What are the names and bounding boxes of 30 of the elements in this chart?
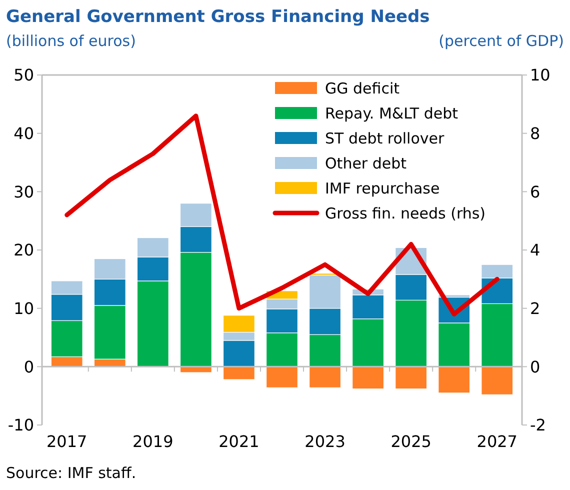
y-tick-label: 50 (14, 66, 34, 85)
y2-tick-label: 2 (530, 298, 540, 318)
y2-tick-label: 6 (530, 182, 540, 202)
legend-label: GG deficit (325, 79, 400, 98)
x-tick-label: 2027 (476, 432, 518, 451)
chart-title: General Government Gross Financing Needs (6, 7, 430, 27)
x-tick-label: 2023 (304, 432, 346, 451)
source-note: Source: IMF staff. (6, 464, 136, 482)
legend-label: ST debt rollover (325, 129, 446, 148)
y2-tick-label: 10 (530, 66, 550, 85)
y2-axis-title: (percent of GDP) (438, 32, 564, 50)
y2-tick-label: -2 (530, 416, 546, 435)
x-tick-label: 2021 (218, 432, 260, 451)
y-axis-title: (billions of euros) (6, 32, 136, 50)
x-tick-label: 2017 (46, 432, 88, 451)
y2-tick-label: 0 (530, 357, 540, 376)
legend-label: Gross fin. needs (rhs) (325, 204, 486, 222)
y-tick-label: 20 (14, 240, 34, 260)
y-tick-label: 10 (14, 298, 34, 318)
x-tick-label: 2025 (390, 432, 432, 451)
y-tick-label: 0 (24, 357, 34, 376)
y-tick-label: 40 (14, 124, 34, 143)
legend-label: Repay. M&LT debt (325, 104, 458, 122)
legend-label: Other debt (325, 154, 407, 172)
legend-label: IMF repurchase (325, 179, 440, 198)
y-tick-label: 30 (14, 182, 34, 202)
x-tick-label: 2019 (132, 432, 174, 451)
y2-tick-label: 8 (530, 124, 540, 143)
y2-tick-label: 4 (530, 240, 540, 260)
y-tick-label: -10 (8, 416, 34, 435)
